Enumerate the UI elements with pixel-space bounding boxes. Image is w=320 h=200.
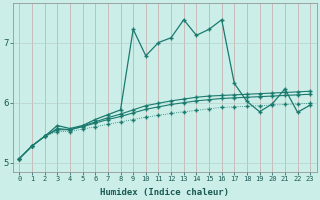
X-axis label: Humidex (Indice chaleur): Humidex (Indice chaleur): [100, 188, 229, 197]
